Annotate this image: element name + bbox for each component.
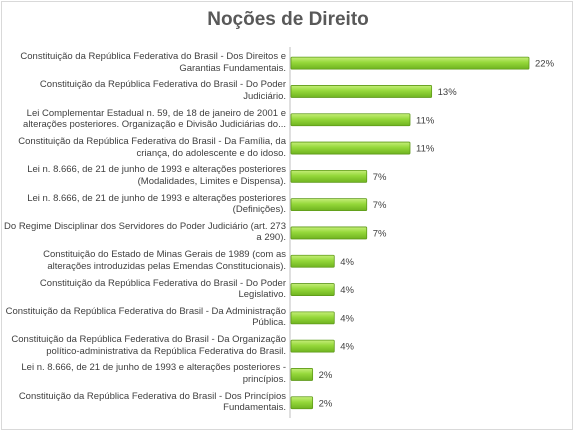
data-label: 7% — [373, 200, 387, 211]
data-label: 13% — [438, 87, 458, 98]
bar — [290, 396, 314, 410]
bar — [290, 113, 411, 127]
bar — [290, 339, 335, 353]
bars-group — [290, 56, 530, 410]
data-label: 2% — [319, 370, 333, 381]
data-label: 22% — [535, 59, 555, 70]
data-label: 7% — [373, 172, 387, 183]
bar — [290, 85, 433, 98]
bar — [290, 254, 335, 268]
data-label: 2% — [319, 398, 333, 409]
data-label: 7% — [373, 228, 387, 239]
data-label: 4% — [340, 285, 354, 296]
bar — [290, 311, 335, 325]
bar — [290, 198, 368, 212]
data-label: 11% — [416, 144, 435, 155]
data-label: 4% — [340, 342, 354, 353]
chart-title: Noções de Direito — [207, 9, 369, 30]
bar — [290, 226, 368, 240]
bar — [290, 283, 335, 296]
data-labels-group: 22% 13% 11% 11% 7% 7% 7% 4% 4% 4% 4% 2% 2% — [319, 59, 555, 410]
bar — [290, 141, 411, 155]
data-label: 11% — [416, 115, 435, 126]
bar — [290, 368, 314, 381]
data-label: 4% — [340, 257, 354, 268]
data-label: 4% — [340, 313, 354, 324]
bar — [290, 169, 368, 183]
bar — [290, 56, 530, 70]
